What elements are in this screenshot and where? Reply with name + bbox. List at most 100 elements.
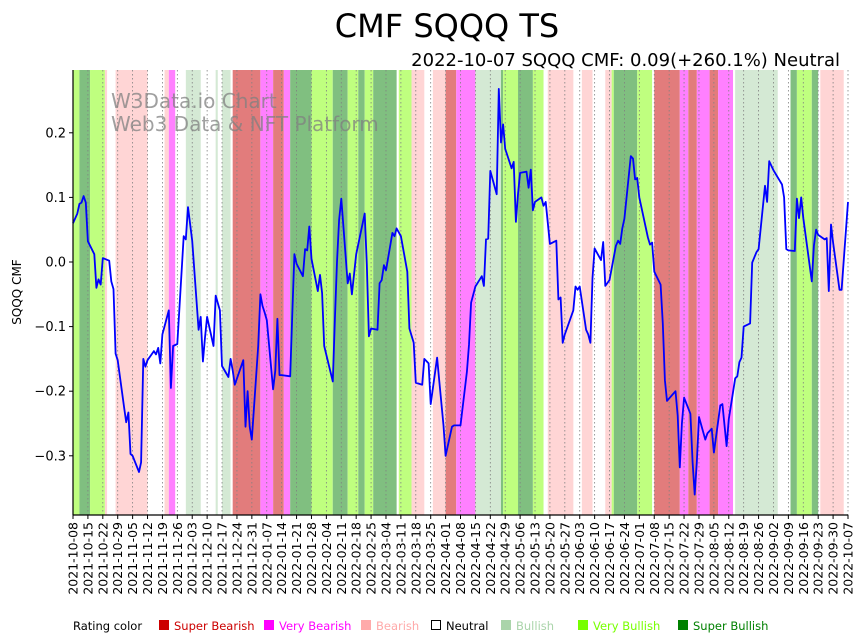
x-tick-label: 2021-12-03 [185, 522, 200, 595]
x-tick-label: 2022-06-03 [572, 522, 587, 595]
x-tick-label: 2022-07-01 [632, 522, 647, 595]
x-tick-label: 2022-03-18 [408, 522, 423, 595]
x-tick-label: 2022-02-25 [364, 522, 379, 595]
x-tick-label: 2022-08-26 [751, 522, 766, 595]
y-tick-label: 0.0 [45, 256, 66, 271]
y-tick-label: −0.3 [34, 449, 66, 464]
x-tick-label: 2021-10-22 [95, 522, 110, 595]
band-super-bullish [332, 70, 348, 515]
y-tick-label: 0.2 [45, 126, 66, 141]
x-tick-label: 2022-09-02 [766, 522, 781, 595]
x-tick-label: 2022-09-09 [781, 522, 796, 595]
x-tick-label: 2022-05-27 [557, 522, 572, 595]
band-super-bullish [500, 70, 504, 515]
band-very-bearish [718, 70, 734, 515]
y-tick-label: −0.1 [34, 320, 66, 335]
x-tick-label: 2021-12-31 [244, 522, 259, 595]
y-tick-label: −0.2 [34, 385, 66, 400]
band-very-bullish [503, 70, 518, 515]
band-super-bullish [790, 70, 797, 515]
x-tick-label: 2021-11-19 [155, 522, 170, 595]
y-axis-label: SQQQ CMF [10, 259, 24, 325]
band-bullish [475, 70, 501, 515]
band-bullish [185, 70, 201, 515]
x-tick-label: 2022-02-18 [349, 522, 364, 595]
x-tick-label: 2022-02-11 [334, 522, 349, 595]
band-super-bearish [445, 70, 457, 515]
band-super-bearish [688, 70, 697, 515]
x-tick-label: 2022-04-29 [498, 522, 513, 595]
band-super-bearish [273, 70, 284, 515]
x-tick-label: 2022-04-08 [453, 522, 468, 595]
band-very-bearish [283, 70, 291, 515]
x-tick-label: 2022-07-22 [677, 522, 692, 595]
watermark-line-1: W3Data.io Chart [111, 89, 277, 113]
y-tick-label: 0.1 [45, 191, 66, 206]
band-bearish [411, 70, 425, 515]
x-tick-label: 2022-10-07 [841, 522, 856, 595]
x-tick-label: 2021-10-08 [66, 522, 81, 595]
band-bearish [104, 70, 108, 515]
legend-label-bearish: Bearish [376, 619, 419, 633]
legend-swatch-neutral [431, 620, 441, 630]
band-very-bullish [532, 70, 544, 515]
band-super-bearish [709, 70, 719, 515]
legend-label-bullish: Bullish [516, 619, 554, 633]
x-tick-label: 2022-09-23 [811, 522, 826, 595]
x-tick-label: 2022-01-14 [274, 522, 289, 595]
band-super-bullish [811, 70, 819, 515]
band-very-bearish [456, 70, 476, 515]
band-very-bullish [637, 70, 653, 515]
band-super-bullish [79, 70, 91, 515]
legend-swatch-super-bullish [678, 620, 688, 630]
x-tick-label: 2021-11-12 [140, 522, 155, 595]
band-very-bearish [696, 70, 710, 515]
x-tick-label: 2022-01-28 [304, 522, 319, 595]
x-tick-label: 2022-01-07 [259, 522, 274, 595]
band-super-bullish [613, 70, 638, 515]
legend-swatch-bearish [361, 620, 371, 630]
band-very-bearish [168, 70, 176, 515]
legend-swatch-bullish [501, 620, 511, 630]
band-super-bearish [654, 70, 680, 515]
x-tick-label: 2022-09-30 [826, 522, 841, 595]
x-tick-label: 2022-08-12 [721, 522, 736, 595]
x-tick-label: 2022-06-17 [602, 522, 617, 595]
y-axis-ticks: 0.2 0.1 0.0 −0.1 −0.2 −0.3 [34, 126, 73, 464]
band-very-bullish [398, 70, 412, 515]
x-tick-label: 2022-07-29 [691, 522, 706, 595]
x-tick-label: 2022-01-21 [289, 522, 304, 595]
x-tick-label: 2022-05-13 [528, 522, 543, 595]
legend-label-neutral: Neutral [446, 619, 488, 633]
x-tick-label: 2022-04-15 [468, 522, 483, 595]
band-bearish [581, 70, 593, 515]
x-tick-label: 2022-06-10 [587, 522, 602, 595]
x-tick-label: 2022-07-08 [647, 522, 662, 595]
band-bearish [820, 70, 844, 515]
x-tick-label: 2022-07-15 [662, 522, 677, 595]
band-very-bearish [679, 70, 689, 515]
legend-label-very-bullish: Very Bullish [593, 619, 660, 633]
x-tick-label: 2021-12-10 [200, 522, 215, 595]
chart-title: CMF SQQQ TS [335, 7, 559, 45]
band-bearish [164, 70, 169, 515]
x-tick-label: 2022-03-25 [423, 522, 438, 595]
band-bearish [547, 70, 574, 515]
x-tick-label: 2022-04-01 [438, 522, 453, 595]
x-tick-label: 2021-10-15 [80, 522, 95, 595]
x-tick-label: 2021-10-29 [110, 522, 125, 595]
band-super-bullish [373, 70, 397, 515]
chart-subtitle: 2022-10-07 SQQQ CMF: 0.09(+260.1%) Neutr… [411, 50, 840, 71]
band-super-bullish [290, 70, 312, 515]
watermark: W3Data.io Chart Web3 Data & NFT Platform [111, 89, 379, 136]
x-tick-label: 2021-12-17 [215, 522, 230, 595]
watermark-line-2: Web3 Data & NFT Platform [111, 112, 379, 136]
legend-swatch-very-bullish [578, 620, 588, 630]
band-very-bearish [260, 70, 274, 515]
x-tick-label: 2022-04-22 [483, 522, 498, 595]
x-tick-label: 2021-11-26 [170, 522, 185, 595]
x-tick-label: 2022-09-16 [796, 522, 811, 595]
x-tick-label: 2022-08-19 [736, 522, 751, 595]
x-tick-label: 2022-03-11 [393, 522, 408, 595]
legend-swatch-very-bearish [264, 620, 274, 630]
